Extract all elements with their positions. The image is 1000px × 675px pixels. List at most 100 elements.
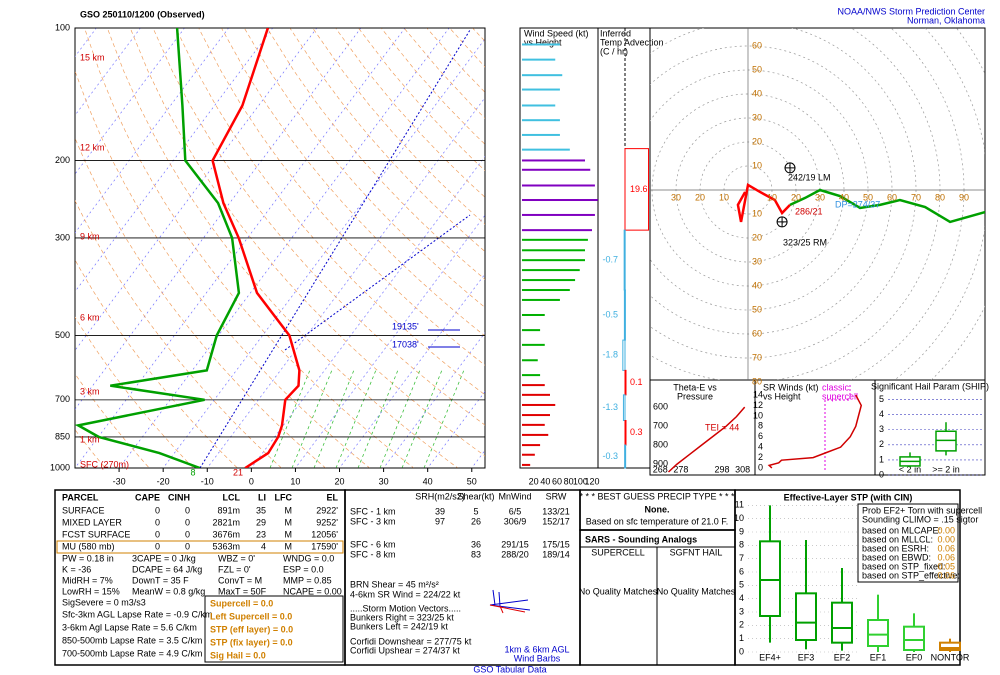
stp-factor-value: 0.06 xyxy=(937,543,955,553)
box xyxy=(831,601,853,644)
y-tick-label: 3 xyxy=(879,424,884,434)
table-cell: 26 xyxy=(471,516,481,526)
table-cell: 36 xyxy=(471,539,481,549)
x-tick-label: 90 xyxy=(959,192,969,202)
dry-adiabat xyxy=(75,316,194,468)
wind-bar xyxy=(522,199,598,202)
panel-title: vs Height xyxy=(763,391,801,401)
wind-bar xyxy=(522,133,560,136)
precip-basis: Based on sfc temperature of 21.0 F. xyxy=(586,516,729,526)
table-cell: 12056' xyxy=(311,529,338,539)
y-tick-label: 2 xyxy=(758,452,763,462)
lapse-rate: 850-500mb Lapse Rate = 3.5 C/km xyxy=(62,635,202,645)
composite: Left Supercell = 0.0 xyxy=(210,611,292,621)
caption: Wind Barbs xyxy=(514,653,561,663)
height-label: 1 km xyxy=(80,434,100,444)
index: DCAPE = 64 J/kg xyxy=(132,564,202,574)
box xyxy=(903,625,925,652)
y-tick-label: 30 xyxy=(752,256,762,266)
y-tick-label: 5 xyxy=(879,394,884,404)
table-cell: 9252' xyxy=(316,517,338,527)
index: FZL = 0' xyxy=(218,564,251,574)
motion: Bunkers Right = 323/25 kt xyxy=(350,612,454,622)
stp-factor-value: 0.06 xyxy=(937,552,955,562)
advection-bar xyxy=(622,394,626,422)
advection-label: -0.7 xyxy=(602,254,618,264)
y-tick-label: 12 xyxy=(753,400,763,410)
motion: Bunkers Left = 242/19 kt xyxy=(350,621,448,631)
index: MaxT = 50F xyxy=(218,586,267,596)
table-cell: 5363m xyxy=(212,541,240,551)
wind-bar xyxy=(522,184,595,187)
panel-title: Inferred xyxy=(600,28,631,38)
y-tick-label: 6 xyxy=(739,566,744,576)
index: 3CAPE = 0 J/kg xyxy=(132,553,196,563)
sars-column: SUPERCELL xyxy=(591,547,645,557)
y-tick-label: 1000 xyxy=(50,462,70,472)
wind-bar xyxy=(522,269,580,272)
index: ESP = 0.0 xyxy=(283,564,324,574)
y-tick-label: 10 xyxy=(752,160,762,170)
lapse-rate: 700-500mb Lapse Rate = 4.9 C/km xyxy=(62,648,202,658)
x-tick-label: 20 xyxy=(791,192,801,202)
y-tick-label: 2 xyxy=(879,439,884,449)
x-tick-label: -20 xyxy=(157,476,170,486)
table-header: Shear(kt) xyxy=(457,491,494,501)
table-cell: 4 xyxy=(261,541,266,551)
table-cell: 3676m xyxy=(212,529,240,539)
x-tick-label: 10 xyxy=(719,192,729,202)
wind-bar xyxy=(522,43,560,46)
table-cell: SURFACE xyxy=(62,505,105,515)
table-cell: 133/21 xyxy=(542,506,570,516)
location: Norman, Oklahoma xyxy=(907,15,985,25)
index: WNDG = 0.0 xyxy=(283,553,334,563)
wind-bar xyxy=(522,453,535,456)
y-tick-label: 6 xyxy=(758,431,763,441)
box xyxy=(795,592,817,641)
y-tick-label: 0 xyxy=(739,646,744,656)
y-tick-label: 1 xyxy=(739,633,744,643)
table-cell: M xyxy=(285,541,293,551)
table-cell: 291/15 xyxy=(501,539,529,549)
wind-bar xyxy=(522,423,545,426)
panel-title: Significant Hail Param (SHIP) xyxy=(871,381,989,391)
wind-bar xyxy=(522,433,549,436)
advection-bar xyxy=(623,229,626,291)
dry-adiabat xyxy=(75,199,283,468)
height-label: 12 km xyxy=(80,142,105,152)
y-tick-label: 0 xyxy=(758,462,763,472)
stp-factor: based on MLCAPE: xyxy=(862,525,941,535)
table-header: LFC xyxy=(275,492,293,502)
panel-title: SR Winds (kt) xyxy=(763,382,819,392)
panel-title: vs Height xyxy=(524,37,562,47)
table-cell: 0 xyxy=(185,541,190,551)
y-tick-label: 8 xyxy=(739,540,744,550)
table-cell: M xyxy=(285,517,293,527)
index: K = -36 xyxy=(62,564,91,574)
table-cell: 0 xyxy=(185,517,190,527)
motion-title: .....Storm Motion Vectors..... xyxy=(350,603,461,613)
advection-label: 19.6 xyxy=(630,184,648,194)
wind-bar xyxy=(522,58,556,61)
y-tick-label: 60 xyxy=(752,328,762,338)
x-tick-label: EF3 xyxy=(798,652,815,662)
dry-adiabat xyxy=(129,28,485,457)
y-tick-label: 600 xyxy=(653,401,668,411)
table-header: CAPE xyxy=(135,492,160,502)
wind-bar xyxy=(522,403,556,406)
wind-bar xyxy=(522,213,595,216)
table-cell: 2821m xyxy=(212,517,240,527)
x-tick-label: 308 xyxy=(735,464,750,474)
table-header: LCL xyxy=(223,492,241,502)
wind-bar xyxy=(522,374,541,377)
prob-box xyxy=(857,503,959,583)
table-cell: 6/5 xyxy=(509,506,522,516)
y-tick-label: 8 xyxy=(758,421,763,431)
composite: STP (eff layer) = 0.0 xyxy=(210,624,293,634)
x-tick-label: 70 xyxy=(911,192,921,202)
height-label: 3 km xyxy=(80,386,100,396)
x-tick-label: 30 xyxy=(671,192,681,202)
box xyxy=(939,641,961,652)
wind-bar xyxy=(522,259,585,262)
